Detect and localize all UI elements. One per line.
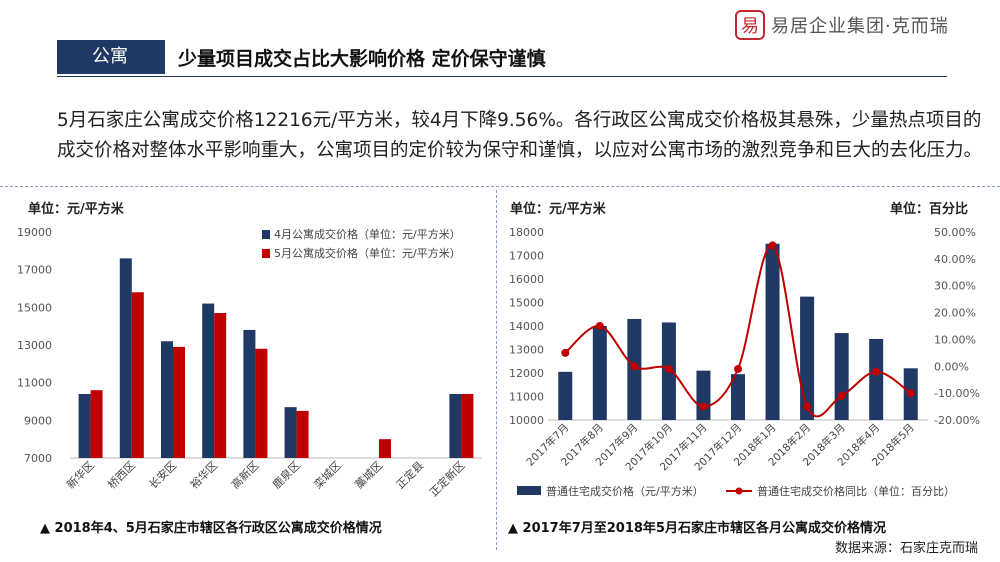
chart2-yoy-point xyxy=(906,389,915,398)
chart1-bar-may xyxy=(214,312,227,458)
summary-paragraph: 5月石家庄公寓成交价格12216元/平方米，较4月下降9.56%。各行政区公寓成… xyxy=(57,106,987,166)
chart2-legend-line-label: 普通住宅成交价格同比（单位：百分比） xyxy=(757,484,955,498)
chart1-bar-apr xyxy=(78,393,91,458)
chart1-xtick-label: 桥西区 xyxy=(105,459,138,492)
logo-mark: 易 xyxy=(735,10,765,40)
chart1-ytick-label: 7000 xyxy=(24,452,52,465)
chart2-yoy-point xyxy=(872,367,881,376)
chart2-unit-label-right: 单位：百分比 xyxy=(890,201,968,217)
summary-line-2: 成交价格对整体水平影响重大，公寓项目的定价较为保守和谨慎，以应对公寓市场的激烈竞… xyxy=(57,140,983,161)
chart1-bar-apr xyxy=(119,258,132,458)
chart2-ytick-right-label: 10.00% xyxy=(934,333,976,346)
chart1-xtick-label: 藁城区 xyxy=(353,459,386,492)
chart2-yoy-point xyxy=(699,402,708,411)
chart1-xtick-label: 正定新区 xyxy=(427,458,468,499)
chart1-bar-may xyxy=(173,346,185,458)
chart2-yoy-point xyxy=(561,348,570,357)
chart2-yoy-point xyxy=(837,391,846,400)
chart2-bar xyxy=(765,243,780,420)
chart1-bar-may xyxy=(131,292,144,458)
chart2-yoy-point xyxy=(803,402,812,411)
chart2-legend-bar-swatch xyxy=(517,486,541,495)
chart1-xtick-label: 裕华区 xyxy=(187,458,220,491)
chart2-ytick-right-label: -10.00% xyxy=(934,387,980,400)
chart2-ytick-right-label: 20.00% xyxy=(934,307,976,320)
chart1-bar-apr xyxy=(449,393,462,458)
chart1-bar-may xyxy=(379,439,391,458)
chart2-ytick-right-label: 0.00% xyxy=(934,360,969,373)
chart1-ytick-label: 15000 xyxy=(17,301,52,314)
chart1-ytick-label: 19000 xyxy=(17,226,52,239)
chart2-legend-line-marker xyxy=(735,487,743,495)
chart1-bar-may xyxy=(255,348,268,458)
section-divider xyxy=(0,186,1000,187)
source-note: 数据来源：石家庄克而瑞 xyxy=(835,540,978,556)
brand-logo: 易 易居企业集团·克而瑞 xyxy=(735,10,949,40)
chart2-ytick-right-label: 40.00% xyxy=(934,253,976,266)
chart1-bar-apr xyxy=(284,407,297,458)
chart-divider xyxy=(496,190,497,550)
page-title: 少量项目成交占比大影响价格 定价保守谨慎 xyxy=(178,48,546,70)
chart2-bar xyxy=(696,370,711,420)
chart1-bar-may xyxy=(90,390,103,458)
chart1-ytick-label: 13000 xyxy=(17,339,52,352)
chart2-yoy-point xyxy=(595,322,604,330)
chart1-xtick-label: 鹿泉区 xyxy=(269,458,302,491)
chart2-bar xyxy=(869,338,884,420)
chart1-legend-swatch xyxy=(262,230,270,239)
title-rule xyxy=(57,76,947,77)
logo-text: 易居企业集团·克而瑞 xyxy=(771,16,949,37)
summary-line-1: 5月石家庄公寓成交价格12216元/平方米，较4月下降9.56%。各行政区公寓成… xyxy=(57,110,982,131)
chart2-bar xyxy=(834,333,849,420)
chart1-ytick-label: 17000 xyxy=(17,264,52,277)
chart2-bar xyxy=(731,374,745,420)
chart2-ytick-right-label: 50.00% xyxy=(934,226,976,239)
chart1-xtick-label: 新华区 xyxy=(63,458,96,491)
section-tag: 公寓 xyxy=(57,40,163,74)
chart1-ytick-label: 9000 xyxy=(24,414,52,427)
chart2-bar xyxy=(558,371,573,420)
chart1-bar-may xyxy=(296,410,309,458)
chart1-xtick-label: 栾城区 xyxy=(311,458,344,491)
chart1-xtick-label: 高新区 xyxy=(228,458,261,491)
chart1-legend-swatch xyxy=(262,249,270,258)
chart1-xtick-label: 正定县 xyxy=(393,458,426,491)
chart2-ytick-left-label: 12000 xyxy=(509,367,544,380)
chart2-bar xyxy=(592,326,607,420)
chart2-ytick-left-label: 11000 xyxy=(509,391,544,404)
chart2-yoy-point xyxy=(734,364,742,373)
chart1-legend-label: 5月公寓成交价格（单位：元/平方米） xyxy=(274,246,461,260)
tag-rule xyxy=(163,40,165,74)
chart1-bar-apr xyxy=(243,329,256,458)
chart1-caption: ▲ 2018年4、5月石家庄市辖区各行政区公寓成交价格情况 xyxy=(40,520,382,536)
chart2-yoy-point xyxy=(664,364,673,373)
chart2-ytick-right-label: -20.00% xyxy=(934,414,980,427)
chart2-bar xyxy=(800,296,815,420)
chart2-ytick-right-label: 30.00% xyxy=(934,280,976,293)
chart1-bar-apr xyxy=(202,303,215,458)
chart1-ytick-label: 11000 xyxy=(17,377,52,390)
chart2-unit-label-left: 单位：元/平方米 xyxy=(510,201,607,217)
chart2-yoy-point xyxy=(768,241,777,250)
chart2-ytick-left-label: 14000 xyxy=(509,320,544,333)
chart2-caption: ▲ 2017年7月至2018年5月石家庄市辖区各月公寓成交价格情况 xyxy=(508,520,886,536)
chart2-ytick-left-label: 17000 xyxy=(509,250,544,263)
chart2-ytick-left-label: 15000 xyxy=(509,297,544,310)
chart2-ytick-left-label: 16000 xyxy=(509,273,544,286)
chart1-bar-may xyxy=(461,393,474,458)
chart2-ytick-left-label: 10000 xyxy=(509,414,544,427)
chart1-xtick-label: 长安区 xyxy=(146,458,179,491)
chart2-yoy-point xyxy=(630,362,639,371)
chart1-unit-label: 单位：元/平方米 xyxy=(28,201,125,217)
chart2-legend-bar-label: 普通住宅成交价格（元/平方米） xyxy=(546,484,704,498)
chart2-ytick-left-label: 13000 xyxy=(509,344,544,357)
chart1-legend-label: 4月公寓成交价格（单位：元/平方米） xyxy=(274,227,461,241)
chart2-ytick-left-label: 18000 xyxy=(509,226,544,239)
chart1-bar-apr xyxy=(161,341,173,458)
